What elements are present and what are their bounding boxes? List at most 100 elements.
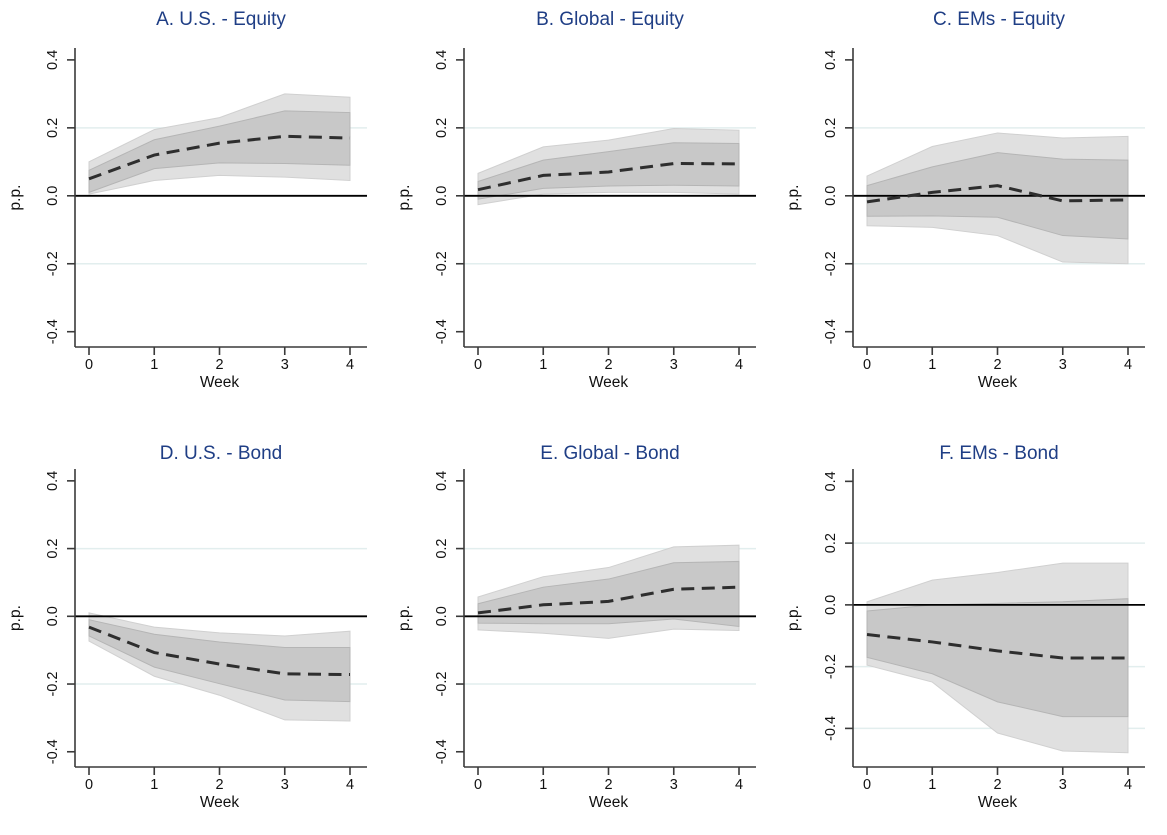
panel-ems-bond: F. EMs - Bond 0.4 0.2 0.0 -0.2 -0.4 0 1 2 3 4 Week… (778, 417, 1167, 835)
y-tick-label: 0.0 (434, 186, 450, 206)
chart-ems-equity: 0.4 0.2 0.0 -0.2 -0.4 0 1 2 3 4 Week p.p. (785, 48, 1145, 391)
x-axis-label: Week (978, 794, 1018, 811)
x-tick-label: 2 (993, 777, 1001, 793)
x-tick-label: 0 (863, 777, 871, 793)
panel-title-global-bond: E. Global - Bond (540, 443, 680, 464)
chart-global-equity: 0.4 0.2 0.0 -0.2 -0.4 0 1 2 3 4 Week p.p. (396, 48, 756, 391)
y-tick-label: 0.4 (823, 50, 839, 70)
panel-us-bond: D. U.S. - Bond 0.4 0.2 0.0 -0.2 -0.4 0 1 2 3 4 Wee… (0, 417, 389, 835)
x-tick-label: 2 (993, 357, 1001, 373)
chart-ems-bond: 0.4 0.2 0.0 -0.2 -0.4 0 1 2 3 4 Week p.p. (785, 469, 1145, 811)
y-tick-label: -0.4 (823, 319, 839, 344)
x-axis-label: Week (200, 794, 240, 811)
y-tick-label: 0.4 (434, 50, 450, 70)
x-tick-label: 0 (863, 357, 871, 373)
x-tick-label: 2 (215, 777, 223, 793)
y-tick-label: 0.0 (45, 606, 61, 626)
y-tick-label: -0.2 (434, 251, 450, 276)
x-tick-label: 3 (281, 777, 289, 793)
point-estimate-line (866, 184, 1129, 204)
x-tick-label: 0 (85, 357, 93, 373)
inner-band (866, 598, 1129, 718)
x-axis-label: Week (589, 374, 629, 391)
chart-global-bond: 0.4 0.2 0.0 -0.2 -0.4 0 1 2 3 4 Week p.p. (396, 469, 756, 811)
y-tick-label: 0.0 (434, 606, 450, 626)
y-tick-label: 0.2 (823, 533, 839, 553)
panel-title-ems-bond: F. EMs - Bond (939, 443, 1059, 464)
y-tick-label: -0.2 (823, 654, 839, 679)
panel-us-equity: A. U.S. - Equity 0.4 0.2 0.0 -0.2 -0.4 0 1 2 3 4 W… (0, 0, 389, 417)
x-tick-label: 3 (281, 357, 289, 373)
inner-band (88, 619, 351, 703)
y-tick-label: 0.2 (45, 538, 61, 558)
panel-global-bond: E. Global - Bond 0.4 0.2 0.0 -0.2 -0.4 0 1 2 3 4 W… (389, 417, 778, 835)
y-tick-label: 0.2 (45, 118, 61, 138)
y-tick-label: -0.2 (45, 251, 61, 276)
y-tick-label: 0.2 (434, 538, 450, 558)
y-tick-label: -0.4 (45, 319, 61, 344)
x-tick-label: 3 (1059, 357, 1067, 373)
panel-title-us-equity: A. U.S. - Equity (156, 9, 286, 30)
x-tick-label: 0 (85, 777, 93, 793)
y-tick-label: 0.4 (45, 471, 61, 491)
x-tick-label: 1 (928, 777, 936, 793)
x-tick-label: 4 (346, 777, 354, 793)
y-tick-label: -0.4 (434, 319, 450, 344)
x-tick-label: 2 (215, 357, 223, 373)
x-axis-label: Week (589, 794, 629, 811)
y-tick-label: 0.0 (823, 595, 839, 615)
x-tick-label: 1 (539, 357, 547, 373)
x-tick-label: 0 (474, 777, 482, 793)
y-tick-label: 0.4 (45, 50, 61, 70)
y-tick-label: -0.4 (45, 739, 61, 764)
y-axis-label: p.p. (396, 185, 413, 211)
panel-global-equity: B. Global - Equity 0.4 0.2 0.0 -0.2 -0.4 0 1 2 3… (389, 0, 778, 417)
point-estimate-line (88, 134, 351, 181)
x-tick-label: 1 (150, 357, 158, 373)
y-tick-label: -0.2 (823, 251, 839, 276)
x-axis-label: Week (978, 374, 1018, 391)
y-tick-label: 0.2 (823, 118, 839, 138)
x-tick-label: 1 (539, 777, 547, 793)
x-tick-label: 4 (346, 357, 354, 373)
y-tick-label: 0.2 (434, 118, 450, 138)
y-tick-label: -0.4 (823, 716, 839, 741)
chart-us-bond: 0.4 0.2 0.0 -0.2 -0.4 0 1 2 3 4 Week p.p. (7, 469, 367, 811)
x-axis-label: Week (200, 374, 240, 391)
point-estimate-line (866, 633, 1128, 660)
panel-title-us-bond: D. U.S. - Bond (159, 443, 283, 464)
x-tick-label: 1 (150, 777, 158, 793)
x-tick-label: 4 (735, 777, 743, 793)
panel-title-global-equity: B. Global - Equity (536, 9, 684, 30)
y-axis-label: p.p. (396, 605, 413, 631)
x-tick-label: 0 (474, 357, 482, 373)
panel-title-ems-equity: C. EMs - Equity (933, 9, 1065, 30)
y-tick-label: -0.4 (434, 739, 450, 764)
chart-us-equity: 0.4 0.2 0.0 -0.2 -0.4 0 1 2 3 4 Week p.p. (7, 48, 367, 391)
point-estimate-line (477, 162, 740, 192)
y-axis-label: p.p. (785, 605, 802, 631)
y-tick-label: 0.0 (45, 186, 61, 206)
y-tick-label: 0.4 (823, 471, 839, 491)
y-tick-label: -0.2 (45, 672, 61, 697)
y-axis-label: p.p. (785, 185, 802, 211)
y-axis-label: p.p. (7, 185, 24, 211)
x-tick-label: 3 (670, 357, 678, 373)
x-tick-label: 4 (1124, 777, 1132, 793)
x-tick-label: 2 (604, 777, 612, 793)
y-tick-label: 0.4 (434, 471, 450, 491)
y-tick-label: -0.2 (434, 672, 450, 697)
y-axis-label: p.p. (7, 605, 24, 631)
inner-band (88, 110, 351, 194)
panel-ems-equity: C. EMs - Equity 0.4 0.2 0.0 -0.2 -0.4 0 1 2 3 4 We… (778, 0, 1167, 417)
x-tick-label: 4 (1124, 357, 1132, 373)
point-estimate-line (88, 625, 351, 677)
x-tick-label: 3 (670, 777, 678, 793)
x-tick-label: 2 (604, 357, 612, 373)
point-estimate-line (477, 585, 740, 615)
x-tick-label: 3 (1059, 777, 1067, 793)
inner-band (477, 560, 740, 628)
x-tick-label: 1 (928, 357, 936, 373)
x-tick-label: 4 (735, 357, 743, 373)
